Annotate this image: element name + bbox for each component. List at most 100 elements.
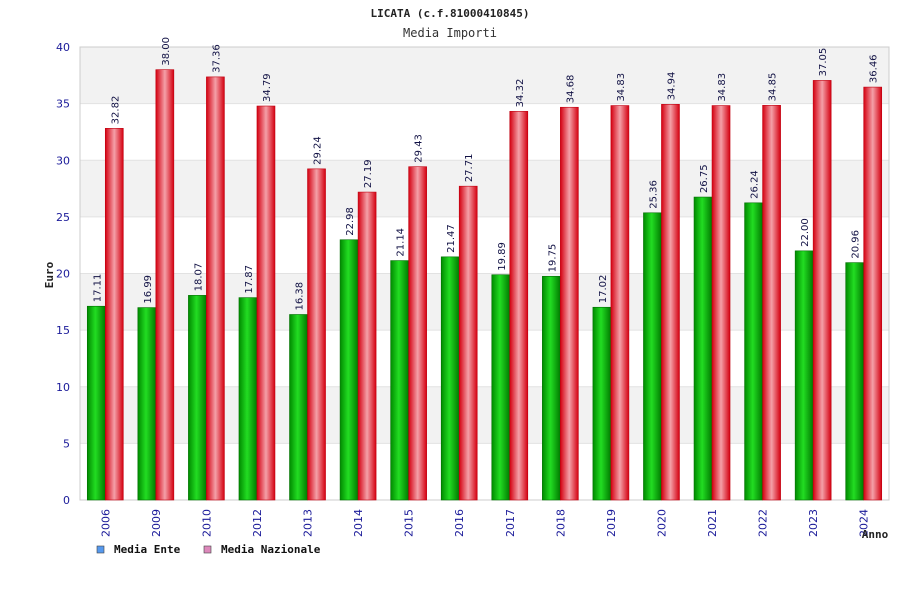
bar-media-nazionale [357, 191, 377, 501]
bar-value-label: 26.24 [750, 170, 761, 199]
bar-value-label: 34.85 [768, 73, 779, 102]
x-tick-label: 2015 [403, 509, 416, 537]
bar-media-nazionale [256, 105, 276, 501]
bar-value-label: 32.82 [110, 96, 121, 125]
bar-group-2012: 17.87 34.79 [238, 73, 276, 501]
bar-media-ente [238, 297, 258, 501]
x-tick-label: 2020 [655, 509, 668, 537]
y-axis: 0 5 10 15 20 25 30 35 40 [56, 41, 70, 507]
bar-value-label: 26.75 [699, 164, 710, 193]
legend-swatch [203, 545, 212, 554]
legend-label: Media Nazionale [221, 543, 321, 556]
bar-group-2022: 26.24 34.85 [744, 73, 781, 501]
bar-media-nazionale [560, 106, 579, 501]
legend-label: Media Ente [114, 543, 181, 556]
bar-group-2016: 21.47 27.71 [440, 154, 478, 501]
y-tick-label: 30 [56, 154, 70, 167]
bar-value-label: 34.68 [565, 75, 576, 104]
bar-value-label: 20.96 [851, 230, 862, 259]
bar-group-2020: 25.36 34.94 [643, 72, 680, 501]
bar-media-nazionale [104, 128, 124, 501]
bar-group-2009: 16.99 38.00 [137, 37, 175, 501]
bar-value-label: 27.19 [363, 159, 374, 188]
bar-group-2019: 17.02 34.83 [592, 73, 630, 501]
x-tick-label: 2019 [605, 509, 618, 537]
x-tick-label: 2014 [352, 509, 365, 537]
bar-media-nazionale [509, 111, 529, 501]
bar-value-label: 22.98 [345, 207, 356, 236]
bar-value-label: 29.24 [313, 136, 324, 165]
chart-subtitle: Media Importi [403, 26, 497, 40]
bar-media-nazionale [206, 76, 225, 501]
bar-value-label: 34.83 [616, 73, 627, 102]
bar-media-ente [339, 239, 359, 501]
bar-media-nazionale [661, 104, 680, 501]
y-tick-label: 35 [56, 98, 70, 111]
y-tick-label: 5 [63, 437, 70, 450]
x-tick-label: 2012 [251, 509, 264, 537]
bar-media-ente [643, 212, 662, 501]
bar-media-ente [542, 276, 561, 501]
bar-media-ente [137, 307, 157, 501]
bar-media-ente [289, 314, 308, 501]
legend: Media Ente Media Nazionale [96, 543, 321, 556]
legend-swatch [96, 545, 105, 554]
bar-media-nazionale [458, 185, 478, 501]
x-axis-label: Anno [862, 528, 889, 541]
bar-media-ente [188, 295, 207, 501]
x-tick-label: 2021 [706, 509, 719, 537]
bar-group-2024: 20.96 36.46 [845, 54, 883, 501]
x-tick-label: 2006 [99, 509, 112, 537]
bar-value-label: 19.89 [497, 242, 508, 271]
y-tick-label: 25 [56, 211, 70, 224]
bar-value-label: 27.71 [464, 154, 475, 183]
x-tick-label: 2018 [554, 509, 567, 537]
bar-media-ente [390, 260, 409, 501]
bar-value-label: 17.11 [92, 274, 103, 303]
bar-value-label: 16.99 [143, 275, 154, 304]
bar-value-label: 25.36 [648, 180, 659, 209]
bar-media-nazionale [711, 105, 731, 501]
y-tick-label: 10 [56, 381, 70, 394]
chart-title: LICATA (c.f.81000410845) [371, 7, 530, 20]
bar-media-nazionale [610, 105, 630, 501]
bar-media-ente [744, 202, 763, 501]
bar-value-label: 37.36 [211, 44, 222, 73]
x-tick-label: 2010 [200, 509, 213, 537]
bar-value-label: 16.38 [295, 282, 306, 311]
bar-media-ente [86, 305, 106, 501]
bar-group-2015: 21.14 29.43 [390, 134, 427, 501]
bar-media-nazionale [155, 69, 175, 501]
bar-value-label: 37.05 [818, 48, 829, 77]
legend-item-media-ente: Media Ente [96, 543, 181, 556]
bar-group-2021: 26.75 34.83 [693, 73, 731, 501]
bar-value-label: 18.07 [193, 263, 204, 292]
bar-media-ente [693, 196, 713, 501]
bar-group-2018: 19.75 34.68 [542, 75, 579, 501]
bar-value-label: 17.87 [244, 265, 255, 294]
bar-media-nazionale [863, 86, 883, 501]
x-tick-label: 2017 [504, 509, 517, 537]
bar-value-label: 34.83 [717, 73, 728, 102]
bar-value-label: 38.00 [161, 37, 172, 66]
y-axis-label: Euro [43, 261, 56, 288]
bars: 17.11 32.82 16.99 38.00 18.07 37.36 17.87 34.79… [86, 37, 883, 501]
x-tick-label: 2022 [757, 509, 770, 537]
x-tick-label: 2023 [807, 509, 820, 537]
bar-value-label: 34.32 [515, 79, 526, 108]
plot-frame [79, 46, 890, 501]
bar-media-ente [794, 250, 814, 501]
bar-group-2013: 16.38 29.24 [289, 136, 326, 501]
bar-value-label: 21.47 [446, 224, 457, 253]
x-tick-label: 2009 [150, 509, 163, 537]
x-tick-label: 2024 [858, 509, 871, 537]
bar-group-2023: 22.00 37.05 [794, 48, 832, 501]
bar-media-nazionale [812, 80, 832, 501]
y-tick-label: 40 [56, 41, 70, 54]
y-tick-label: 15 [56, 324, 70, 337]
bar-group-2010: 18.07 37.36 [188, 44, 225, 501]
bar-value-label: 21.14 [396, 228, 407, 257]
bar-media-nazionale [307, 168, 326, 501]
x-axis: 2006 2009 2010 2012 2013 2014 2015 2016 2017 2018… [99, 509, 870, 537]
